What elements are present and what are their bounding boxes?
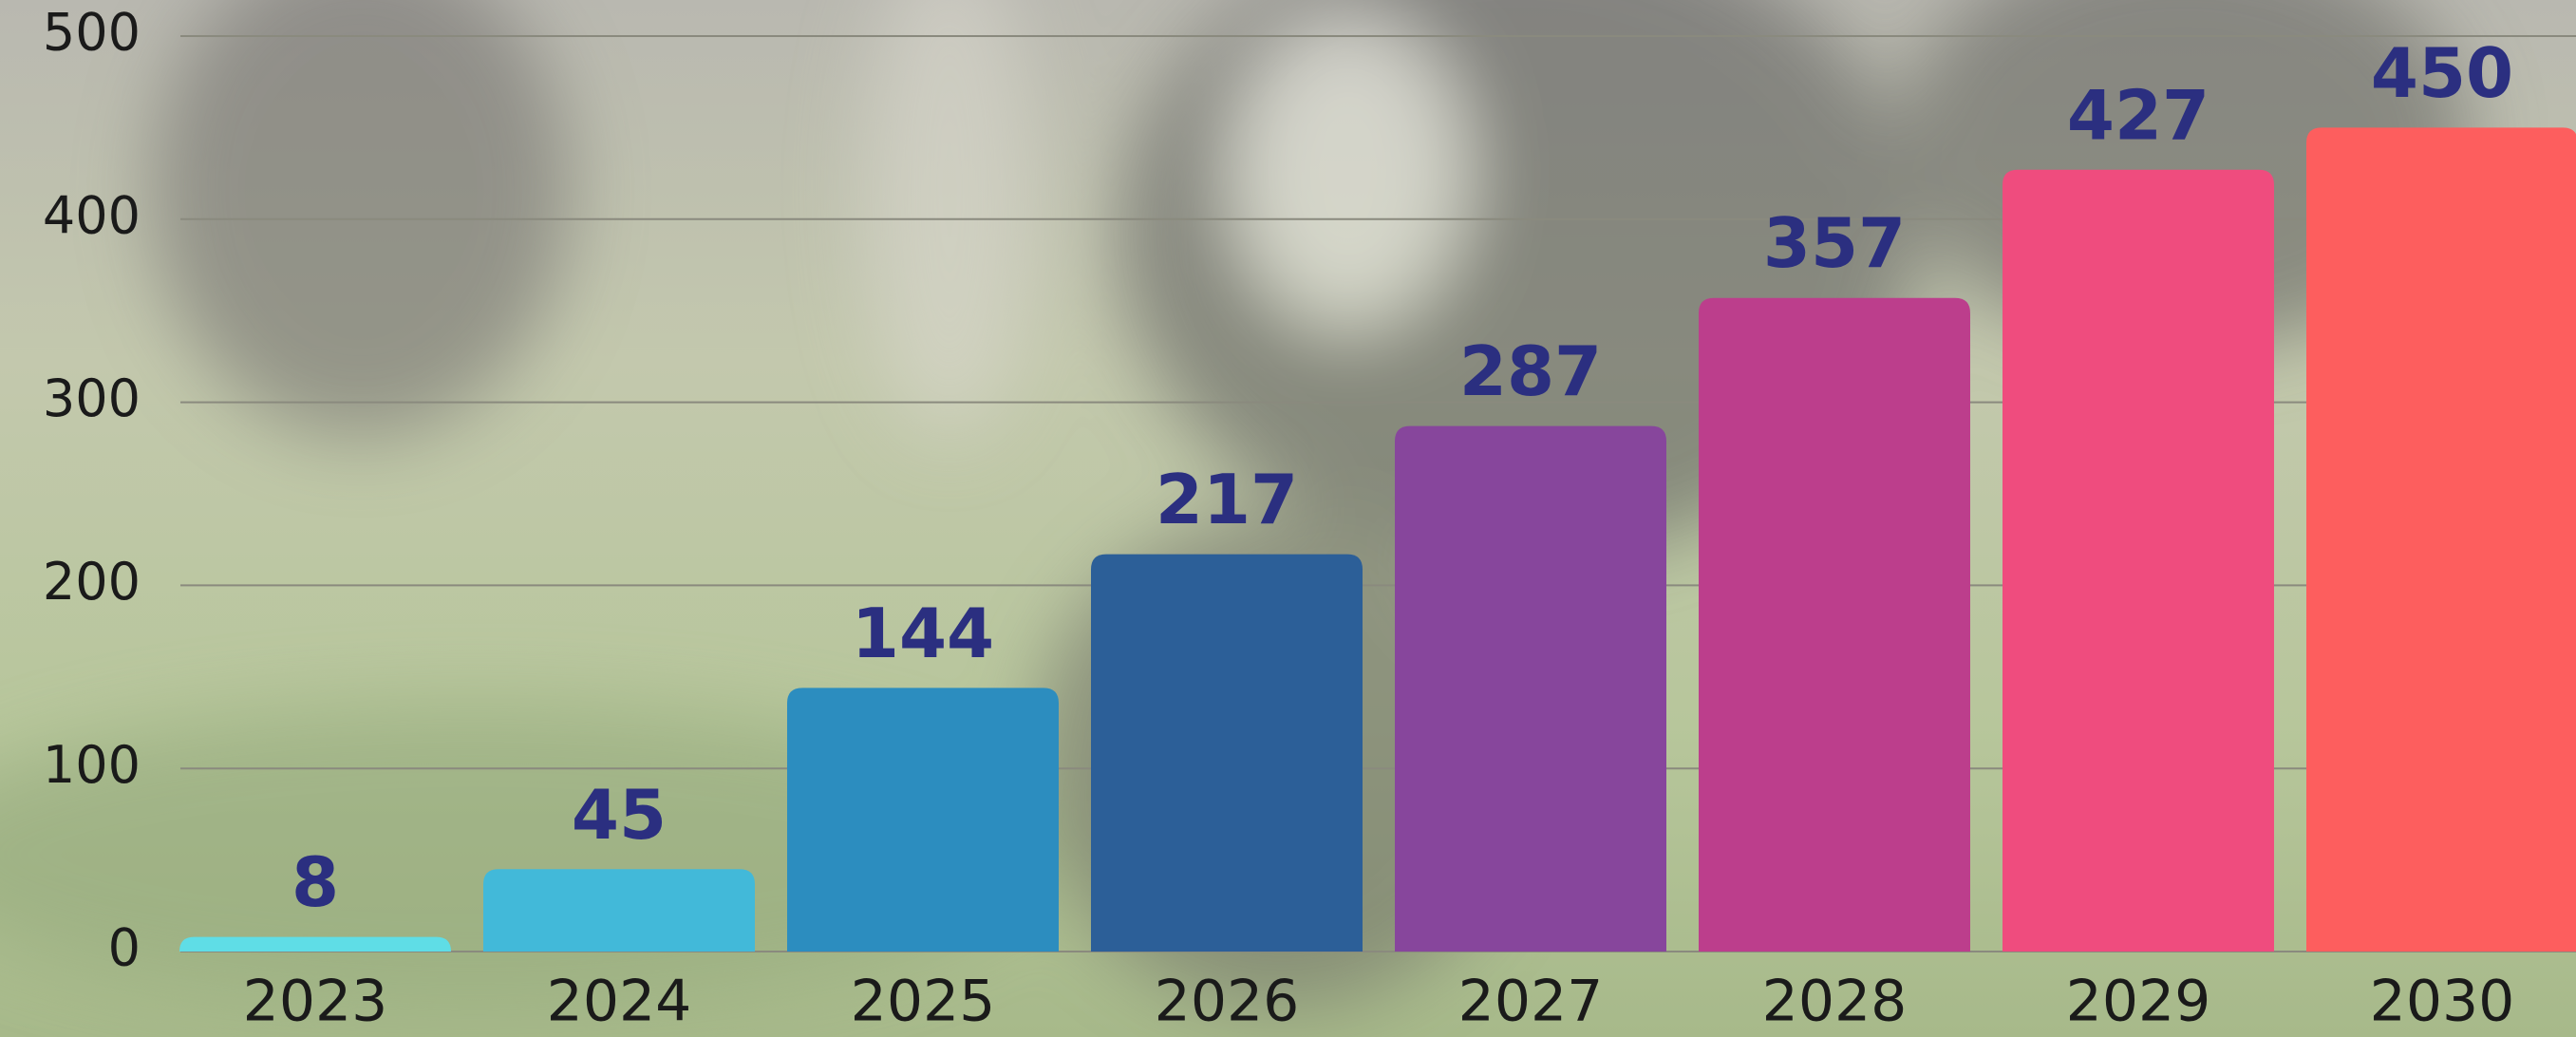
value-label: 427	[2067, 75, 2209, 155]
x-tick-label: 2025	[851, 969, 996, 1035]
bar	[2003, 169, 2274, 952]
y-tick-label: 200	[43, 552, 141, 612]
y-tick-label: 400	[43, 185, 141, 245]
x-tick-label: 2027	[1458, 969, 1604, 1035]
y-tick-label: 300	[43, 368, 141, 428]
y-tick-label: 0	[108, 918, 141, 978]
bar	[483, 869, 755, 952]
x-tick-label: 2028	[1762, 969, 1908, 1035]
bar	[179, 936, 451, 952]
x-tick-label: 2023	[243, 969, 388, 1035]
value-label: 217	[1156, 460, 1298, 539]
value-label: 45	[572, 775, 667, 855]
value-label: 144	[852, 594, 994, 673]
value-label: 8	[291, 842, 339, 922]
y-tick-label: 500	[43, 3, 141, 63]
x-tick-label: 2026	[1155, 969, 1300, 1035]
plot-area: 0 100 200 300 400 500 8 2023 45 2024 144 2025 217 202…	[43, 3, 2576, 1035]
value-label: 357	[1763, 203, 1906, 283]
bar	[2306, 127, 2576, 952]
bar	[1395, 425, 1666, 952]
bar	[1091, 554, 1363, 952]
value-label: 287	[1459, 331, 1602, 411]
bar	[1699, 297, 1970, 952]
bar	[787, 688, 1059, 952]
value-label: 450	[2371, 33, 2513, 113]
x-tick-label: 2029	[2066, 969, 2211, 1035]
y-tick-label: 100	[43, 735, 141, 795]
x-tick-label: 2030	[2370, 969, 2515, 1035]
x-tick-label: 2024	[547, 969, 692, 1035]
